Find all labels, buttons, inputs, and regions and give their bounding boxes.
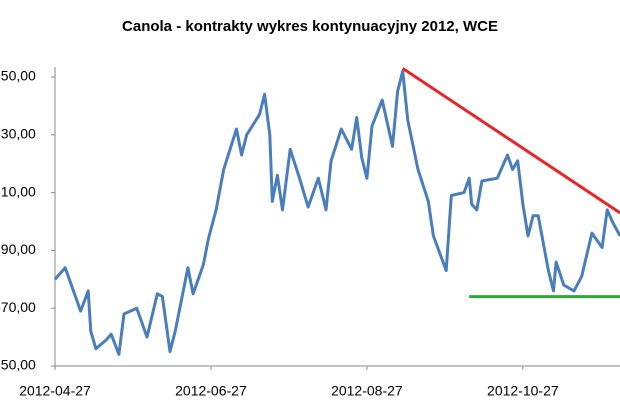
- y-tick-label: 590,00: [0, 241, 36, 257]
- x-tick-label: 2012-08-27: [331, 383, 403, 399]
- x-tick-label: 2012-04-27: [19, 383, 91, 399]
- y-tick-label: 650,00: [0, 68, 36, 84]
- price-line: [53, 69, 620, 356]
- y-tick-label: 610,00: [0, 183, 36, 199]
- y-tick-label: 550,00: [0, 357, 36, 373]
- y-tick-label: 570,00: [0, 299, 36, 315]
- y-tick-label: 630,00: [0, 126, 36, 142]
- x-tick-label: 2012-10-27: [487, 383, 559, 399]
- chart-title: Canola - kontrakty wykres kontynuacyjny …: [122, 18, 498, 35]
- trend-line: [401, 67, 620, 215]
- x-tick-label: 2012-06-27: [175, 383, 247, 399]
